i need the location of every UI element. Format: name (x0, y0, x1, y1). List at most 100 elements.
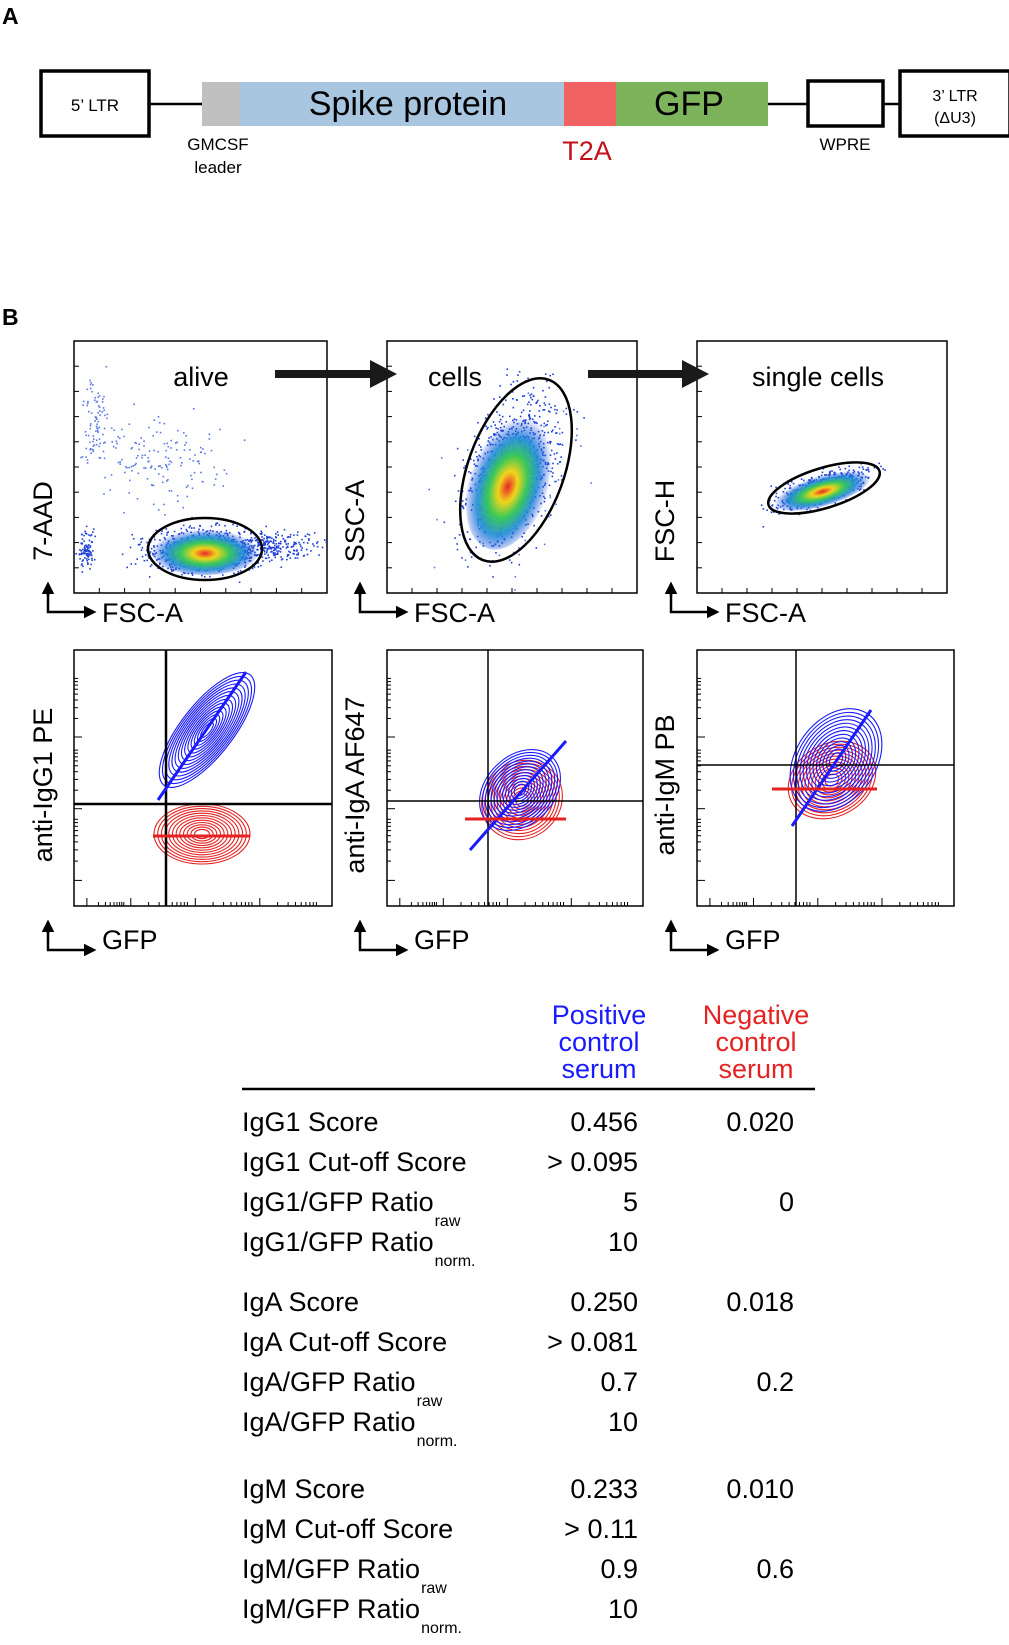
scatter-dot (95, 401, 98, 403)
scatter-dot (91, 559, 93, 561)
scatter-dot (80, 564, 83, 566)
scatter-dot (130, 465, 133, 468)
scatter-dot (90, 452, 92, 455)
scatter-dot (137, 544, 140, 546)
scatter-dot (260, 530, 262, 533)
scatter-dot (286, 558, 288, 561)
scatter-dot (275, 536, 277, 538)
scatter-dot (554, 458, 557, 460)
scatter-dot (83, 534, 85, 537)
scatter-dot (144, 554, 147, 556)
scatter-dot (97, 392, 99, 395)
scatter-dot (193, 471, 196, 474)
contour-xlabel-iga: GFP (414, 925, 470, 955)
scatter-dot (167, 479, 169, 481)
scatter-dot (266, 550, 268, 552)
scatter-dot (293, 553, 295, 555)
scatter-dot (505, 399, 507, 402)
scatter-dot (81, 456, 84, 458)
scatter-dot (88, 410, 90, 413)
scatter-dot (129, 546, 132, 549)
scatter-dot (88, 534, 90, 536)
scatter-dot (110, 427, 113, 429)
scatter-dot (89, 423, 92, 425)
contour-ylabel-igg1: anti-IgG1 PE (28, 708, 58, 863)
scatter-dot (170, 490, 173, 492)
scatter-dot (266, 535, 268, 538)
scatter-dot (258, 544, 260, 547)
scatter-dot (243, 439, 246, 441)
scatter-dot (90, 541, 93, 543)
scatter-dot (297, 531, 299, 533)
scatter-dot (216, 522, 219, 524)
scatter-dot (277, 534, 279, 536)
panel-b: B alive cells single cells 7-AAD SSC-A F… (2, 304, 955, 957)
contour-line (168, 812, 236, 856)
scatter-dot (318, 554, 320, 556)
scatter-dot (270, 546, 272, 549)
scatter-dot (274, 548, 276, 551)
scatter-dot (282, 537, 285, 540)
scatter-dot (208, 438, 211, 440)
scatter-dot (294, 557, 297, 559)
scatter-dot (306, 533, 309, 535)
scatter-dot (306, 542, 309, 544)
scatter-dot (154, 538, 156, 541)
negative-value: 0.020 (726, 1107, 794, 1137)
scatter-dot (155, 431, 158, 433)
scatter-dot (277, 546, 279, 549)
scatter-dot (272, 540, 275, 543)
scatter-dot (296, 534, 299, 536)
scatter-dot (236, 525, 238, 527)
scatter-dot (283, 528, 286, 531)
scatter-dot (163, 503, 165, 506)
scatter-dot (262, 544, 264, 547)
scatter-dot (131, 469, 133, 472)
scatter-dot (188, 526, 191, 529)
scatter-dot (184, 572, 186, 575)
gating-arrow-1-head (370, 360, 397, 388)
scatter-dot (175, 449, 178, 451)
scatter-dot (200, 451, 203, 453)
scatter-dot (81, 538, 84, 540)
scatter-dot (461, 505, 464, 507)
scatter-dot (475, 451, 477, 453)
scatter-dot (104, 414, 106, 417)
scatter-dot (533, 524, 535, 527)
scatter-dot (268, 556, 270, 559)
scatter-dot (312, 543, 314, 545)
scatter-dot (89, 424, 92, 427)
scatter-dot (149, 565, 152, 568)
scatter-dot (102, 407, 105, 409)
scatter-dot (264, 553, 266, 555)
contour-line (190, 826, 214, 842)
scatter-dot (185, 441, 187, 444)
negative-value: 0 (779, 1187, 794, 1217)
scatter-dot (485, 425, 487, 428)
scatter-dot (278, 550, 280, 552)
scatter-dot (93, 558, 96, 561)
scatter-dot (831, 470, 833, 472)
scatter-dot (81, 560, 84, 562)
scatter-dot (89, 554, 92, 556)
scatter-dot (128, 423, 131, 425)
scatter-dot (261, 538, 264, 541)
scatter-dot (90, 563, 92, 566)
scatter-dot (464, 503, 467, 506)
scatter-dot (490, 425, 493, 428)
scatter-dot (301, 547, 303, 549)
scatter-dot (83, 400, 85, 403)
scatter-dot (316, 541, 319, 543)
scatter-dot (542, 409, 544, 411)
scatter-dot (512, 380, 515, 383)
scatter-dot (244, 527, 247, 530)
scatter-dot (87, 434, 90, 437)
scatter-dot (261, 531, 263, 534)
ltr5-label: 5’ LTR (71, 96, 119, 115)
scatter-dot (771, 505, 773, 507)
scatter-dot (140, 541, 142, 543)
scatter-dot (257, 561, 260, 564)
scatter-dot (86, 554, 88, 557)
scatter-dot (92, 528, 95, 530)
row-label-text: IgM Cut-off Score (242, 1514, 453, 1544)
